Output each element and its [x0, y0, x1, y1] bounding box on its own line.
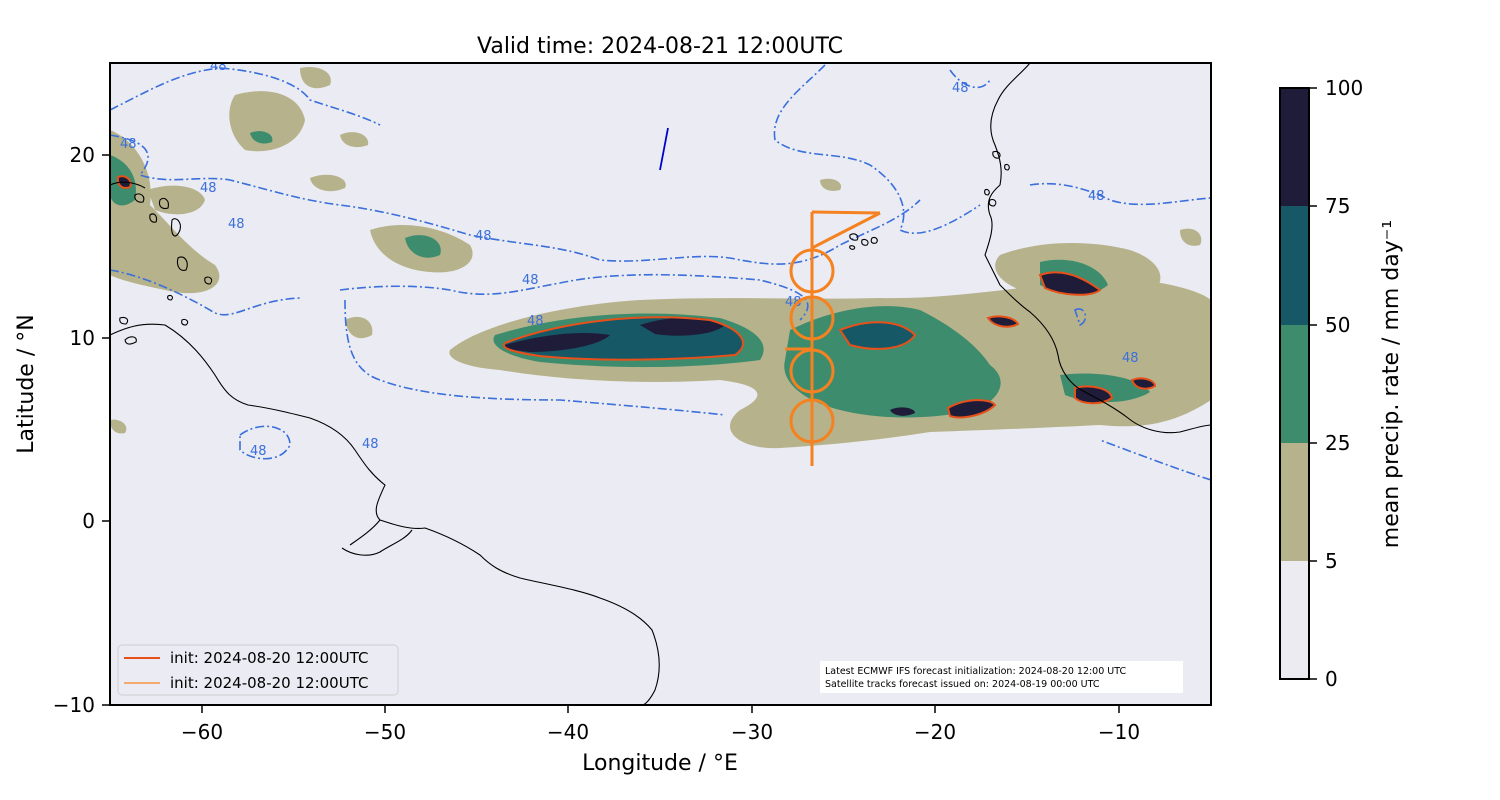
contour-label: 48 — [785, 295, 802, 310]
contour-label: 48 — [522, 273, 539, 288]
contour-label: 48 — [228, 217, 245, 232]
colorbar-tick-label: 75 — [1325, 194, 1350, 218]
contour-label: 48 — [1122, 351, 1139, 366]
map-panel: 48 48 48 48 48 48 48 48 48 48 48 48 48 — [109, 59, 1212, 706]
x-axis-label: Longitude / °E — [582, 751, 738, 776]
y-axis: 20 10 0 −10 Latitude / °N — [14, 143, 110, 717]
x-tick-label: −30 — [731, 720, 773, 744]
x-axis: −60 −50 −40 −30 −20 −10 Longitude / °E — [181, 705, 1140, 776]
plot-title: Valid time: 2024-08-21 12:00UTC — [477, 34, 843, 59]
colorbar-bin-50-75 — [1280, 206, 1309, 325]
x-tick-label: −20 — [914, 720, 956, 744]
colorbar-tick-label: 100 — [1325, 76, 1363, 100]
colorbar-tick-label: 50 — [1325, 313, 1350, 337]
contour-label: 48 — [527, 314, 544, 329]
annotation-box — [820, 661, 1183, 693]
legend-box — [117, 644, 399, 696]
colorbar-label: mean precip. rate / mm day⁻¹ — [1379, 220, 1404, 548]
precip-outlines — [116, 175, 1157, 419]
contour-label: 48 — [200, 181, 217, 196]
colorbar: 0 5 25 50 75 100 mean precip. rate / mm … — [1279, 76, 1404, 691]
colorbar-tick-label: 0 — [1325, 667, 1338, 691]
annotation-line-1: Latest ECMWF IFS forecast initialization… — [825, 666, 1126, 677]
colorbar-bin-0-5 — [1280, 561, 1309, 679]
x-tick-label: −60 — [181, 720, 223, 744]
coastlines — [110, 63, 1211, 705]
y-tick-label: −10 — [53, 693, 95, 717]
y-tick-label: 20 — [70, 143, 95, 167]
contour-label: 48 — [362, 437, 379, 452]
legend: init: 2024-08-20 12:00UTC init: 2024-08-… — [117, 644, 399, 696]
x-tick-label: −50 — [364, 720, 406, 744]
colorbar-bin-5-25 — [1280, 443, 1309, 561]
map-frame — [109, 62, 1212, 706]
contour-label: 48 — [475, 229, 492, 244]
flight-track — [785, 210, 881, 466]
colorbar-tick-label: 25 — [1325, 431, 1350, 455]
contours-48 — [110, 64, 1211, 481]
contour-label: 48 — [210, 59, 227, 74]
legend-label-2: init: 2024-08-20 12:00UTC — [170, 674, 368, 692]
colorbar-frame — [1279, 87, 1310, 680]
legend-label-1: init: 2024-08-20 12:00UTC — [170, 649, 368, 667]
annotation-line-2: Satellite tracks forecast issued on: 202… — [825, 679, 1100, 690]
contour-label: 48 — [1088, 189, 1105, 204]
x-tick-label: −40 — [547, 720, 589, 744]
colorbar-bin-25-50 — [1280, 325, 1309, 443]
x-tick-label: −10 — [1098, 720, 1140, 744]
satellite-track — [659, 127, 669, 171]
forecast-annotation: Latest ECMWF IFS forecast initialization… — [820, 661, 1183, 693]
y-axis-label: Latitude / °N — [14, 314, 39, 453]
colorbar-tick-label: 5 — [1325, 549, 1338, 573]
contour-label: 48 — [952, 81, 969, 96]
colorbar-bin-75-100 — [1280, 88, 1309, 206]
y-tick-label: 0 — [82, 509, 95, 533]
y-tick-label: 10 — [70, 326, 95, 350]
contour-label: 48 — [120, 137, 137, 152]
contour-label: 48 — [250, 444, 267, 459]
